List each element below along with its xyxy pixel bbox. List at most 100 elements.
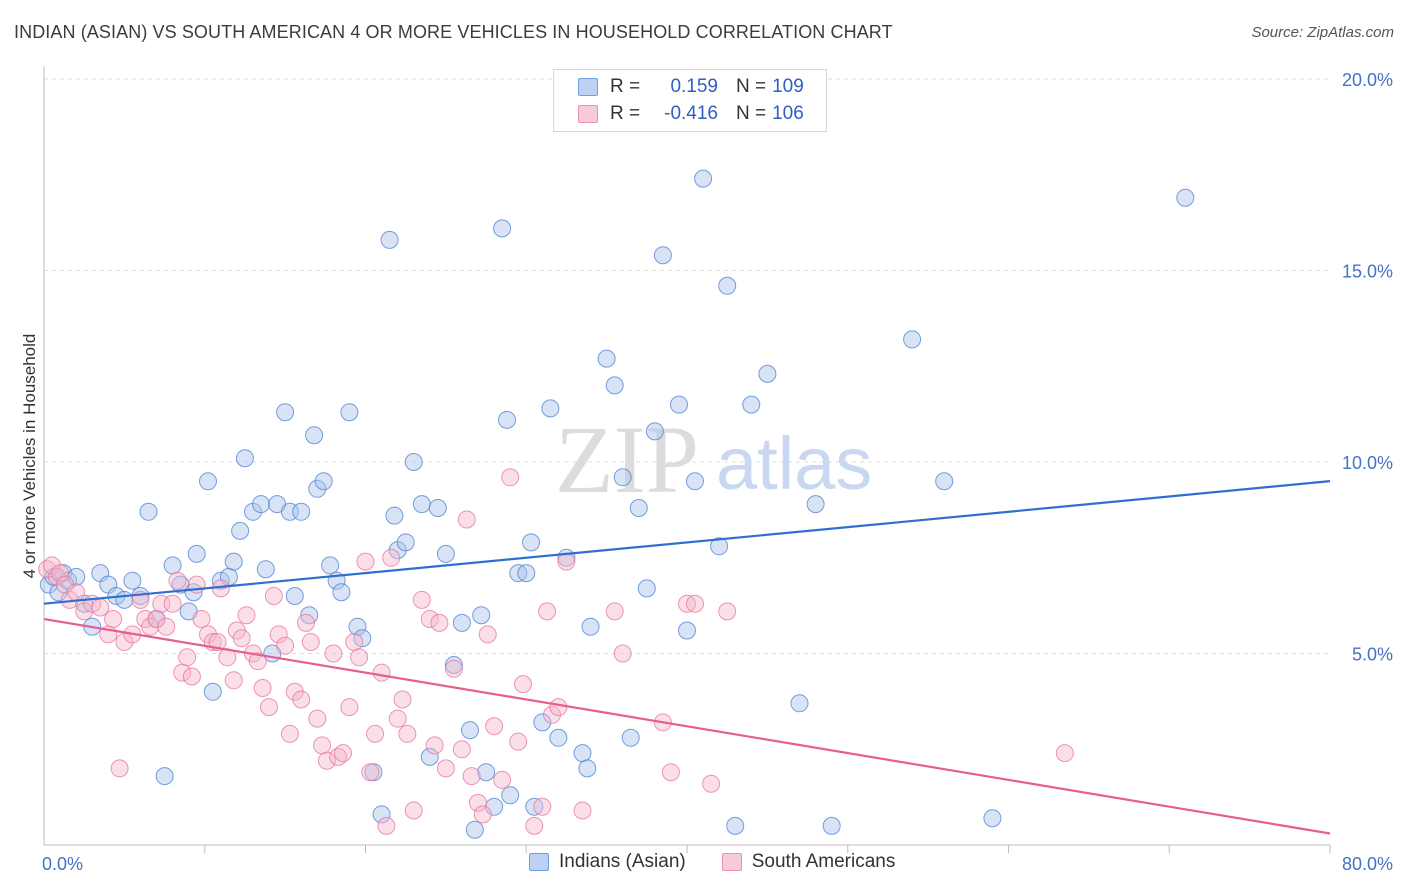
indians-asian-point xyxy=(477,763,496,782)
south-american-point xyxy=(248,652,267,671)
indians-asian-point xyxy=(533,713,552,732)
indians-asian-point xyxy=(123,571,142,590)
south-american-point xyxy=(718,602,737,621)
indians-asian-point xyxy=(224,552,243,571)
legend-r-label: R = xyxy=(610,103,641,124)
legend-item-south-americans[interactable]: South Americans xyxy=(721,851,896,873)
indians-asian-point xyxy=(461,721,479,740)
indians-asian-point xyxy=(758,364,777,383)
source-attribution: Source: ZipAtlas.com xyxy=(1251,24,1394,41)
south-american-point xyxy=(280,724,299,743)
south-american-point xyxy=(110,759,129,778)
south-american-point xyxy=(605,602,624,621)
south-american-point xyxy=(404,801,423,820)
indians-asian-point xyxy=(308,479,327,498)
legend-n-value: 106 xyxy=(772,103,804,124)
south-american-point xyxy=(473,805,492,824)
indians-asian-point xyxy=(163,556,182,575)
trend-line-south-americans xyxy=(43,617,1331,835)
indians-asian-point xyxy=(1176,188,1195,207)
indians-asian-point xyxy=(235,449,254,468)
south-american-point xyxy=(178,648,197,667)
indians-asian-point xyxy=(404,453,423,471)
south-american-point xyxy=(485,717,504,736)
south-american-point xyxy=(661,763,680,782)
indians-asian-point xyxy=(321,556,340,575)
indians-asian-point xyxy=(597,349,616,368)
south-american-point xyxy=(237,606,256,625)
south-american-point xyxy=(686,594,704,613)
indians-asian-point xyxy=(115,590,134,609)
indians-asian-point xyxy=(276,403,295,422)
south-american-point xyxy=(141,617,160,636)
x-tick-label-max: 80.0% xyxy=(1342,854,1393,874)
indians-asian-point xyxy=(199,472,217,491)
indians-asian-point xyxy=(385,506,404,525)
indians-asian-point xyxy=(436,544,455,563)
south-american-point xyxy=(168,571,187,590)
south-american-point xyxy=(324,644,343,663)
south-american-point xyxy=(393,690,412,709)
south-american-point xyxy=(340,698,359,717)
indians-asian-point xyxy=(581,617,600,636)
legend-label-south-americans: South Americans xyxy=(751,851,896,872)
south-american-point xyxy=(478,625,497,644)
south-american-point xyxy=(264,587,283,605)
south-american-point xyxy=(452,740,471,759)
legend-row-indians: R = 0.159 N = 109 xyxy=(578,75,804,99)
x-axis-ticks xyxy=(204,845,1331,853)
watermark-atlas: atlas xyxy=(716,422,872,505)
watermark-zip: ZIP xyxy=(555,406,699,513)
south-american-point xyxy=(260,698,278,717)
indians-asian-point xyxy=(340,403,359,422)
series-indians-asian-points xyxy=(39,169,1195,839)
legend-swatch-indians xyxy=(578,78,598,96)
indians-asian-point xyxy=(428,499,447,517)
south-american-point xyxy=(232,629,251,648)
south-american-point xyxy=(269,625,288,644)
south-american-point xyxy=(192,610,211,628)
indians-asian-point xyxy=(806,495,825,514)
indians-asian-point xyxy=(903,330,922,349)
indians-asian-point xyxy=(256,560,275,579)
south-american-point xyxy=(469,793,487,812)
indians-asian-point xyxy=(472,606,491,625)
y-axis-label: 4 or more Vehicles in Household xyxy=(20,334,39,579)
indians-asian-point xyxy=(501,786,520,805)
south-american-point xyxy=(51,564,70,583)
south-american-point xyxy=(514,675,532,694)
indians-asian-point xyxy=(372,805,391,824)
indians-asian-point xyxy=(493,219,512,238)
south-american-point xyxy=(253,679,272,697)
series-south-americans-points xyxy=(38,468,1074,835)
south-american-point xyxy=(388,709,407,728)
indians-asian-point xyxy=(726,816,745,835)
south-american-point xyxy=(356,552,375,571)
chart-title: INDIAN (ASIAN) VS SOUTH AMERICAN 4 OR MO… xyxy=(14,22,893,42)
south-american-point xyxy=(457,510,476,529)
indians-asian-point xyxy=(822,816,841,835)
south-american-point xyxy=(361,763,380,782)
south-american-point xyxy=(366,724,385,743)
x-tick-label-min: 0.0% xyxy=(42,854,83,874)
indians-asian-point xyxy=(790,694,809,713)
indians-asian-point xyxy=(332,583,351,602)
legend-n-label: N = xyxy=(736,76,767,97)
indians-asian-point xyxy=(444,656,463,674)
south-american-point xyxy=(557,552,576,571)
indians-asian-point xyxy=(541,399,560,418)
indians-asian-point xyxy=(645,422,664,441)
indians-asian-point xyxy=(573,744,592,763)
legend-swatch-south-americans xyxy=(578,105,598,123)
south-american-point xyxy=(436,759,455,778)
legend-item-indians[interactable]: Indians (Asian) xyxy=(529,851,686,873)
indians-asian-point xyxy=(380,230,399,249)
south-american-point xyxy=(412,590,431,609)
indians-asian-point xyxy=(629,499,648,517)
legend-row-south-americans: R = -0.416 N = 106 xyxy=(578,102,804,126)
y-tick-label: 20.0% xyxy=(1342,70,1393,90)
indians-asian-point xyxy=(396,533,415,552)
indians-asian-point xyxy=(686,472,704,491)
indians-asian-point xyxy=(549,728,568,747)
trend-lines xyxy=(43,480,1331,835)
